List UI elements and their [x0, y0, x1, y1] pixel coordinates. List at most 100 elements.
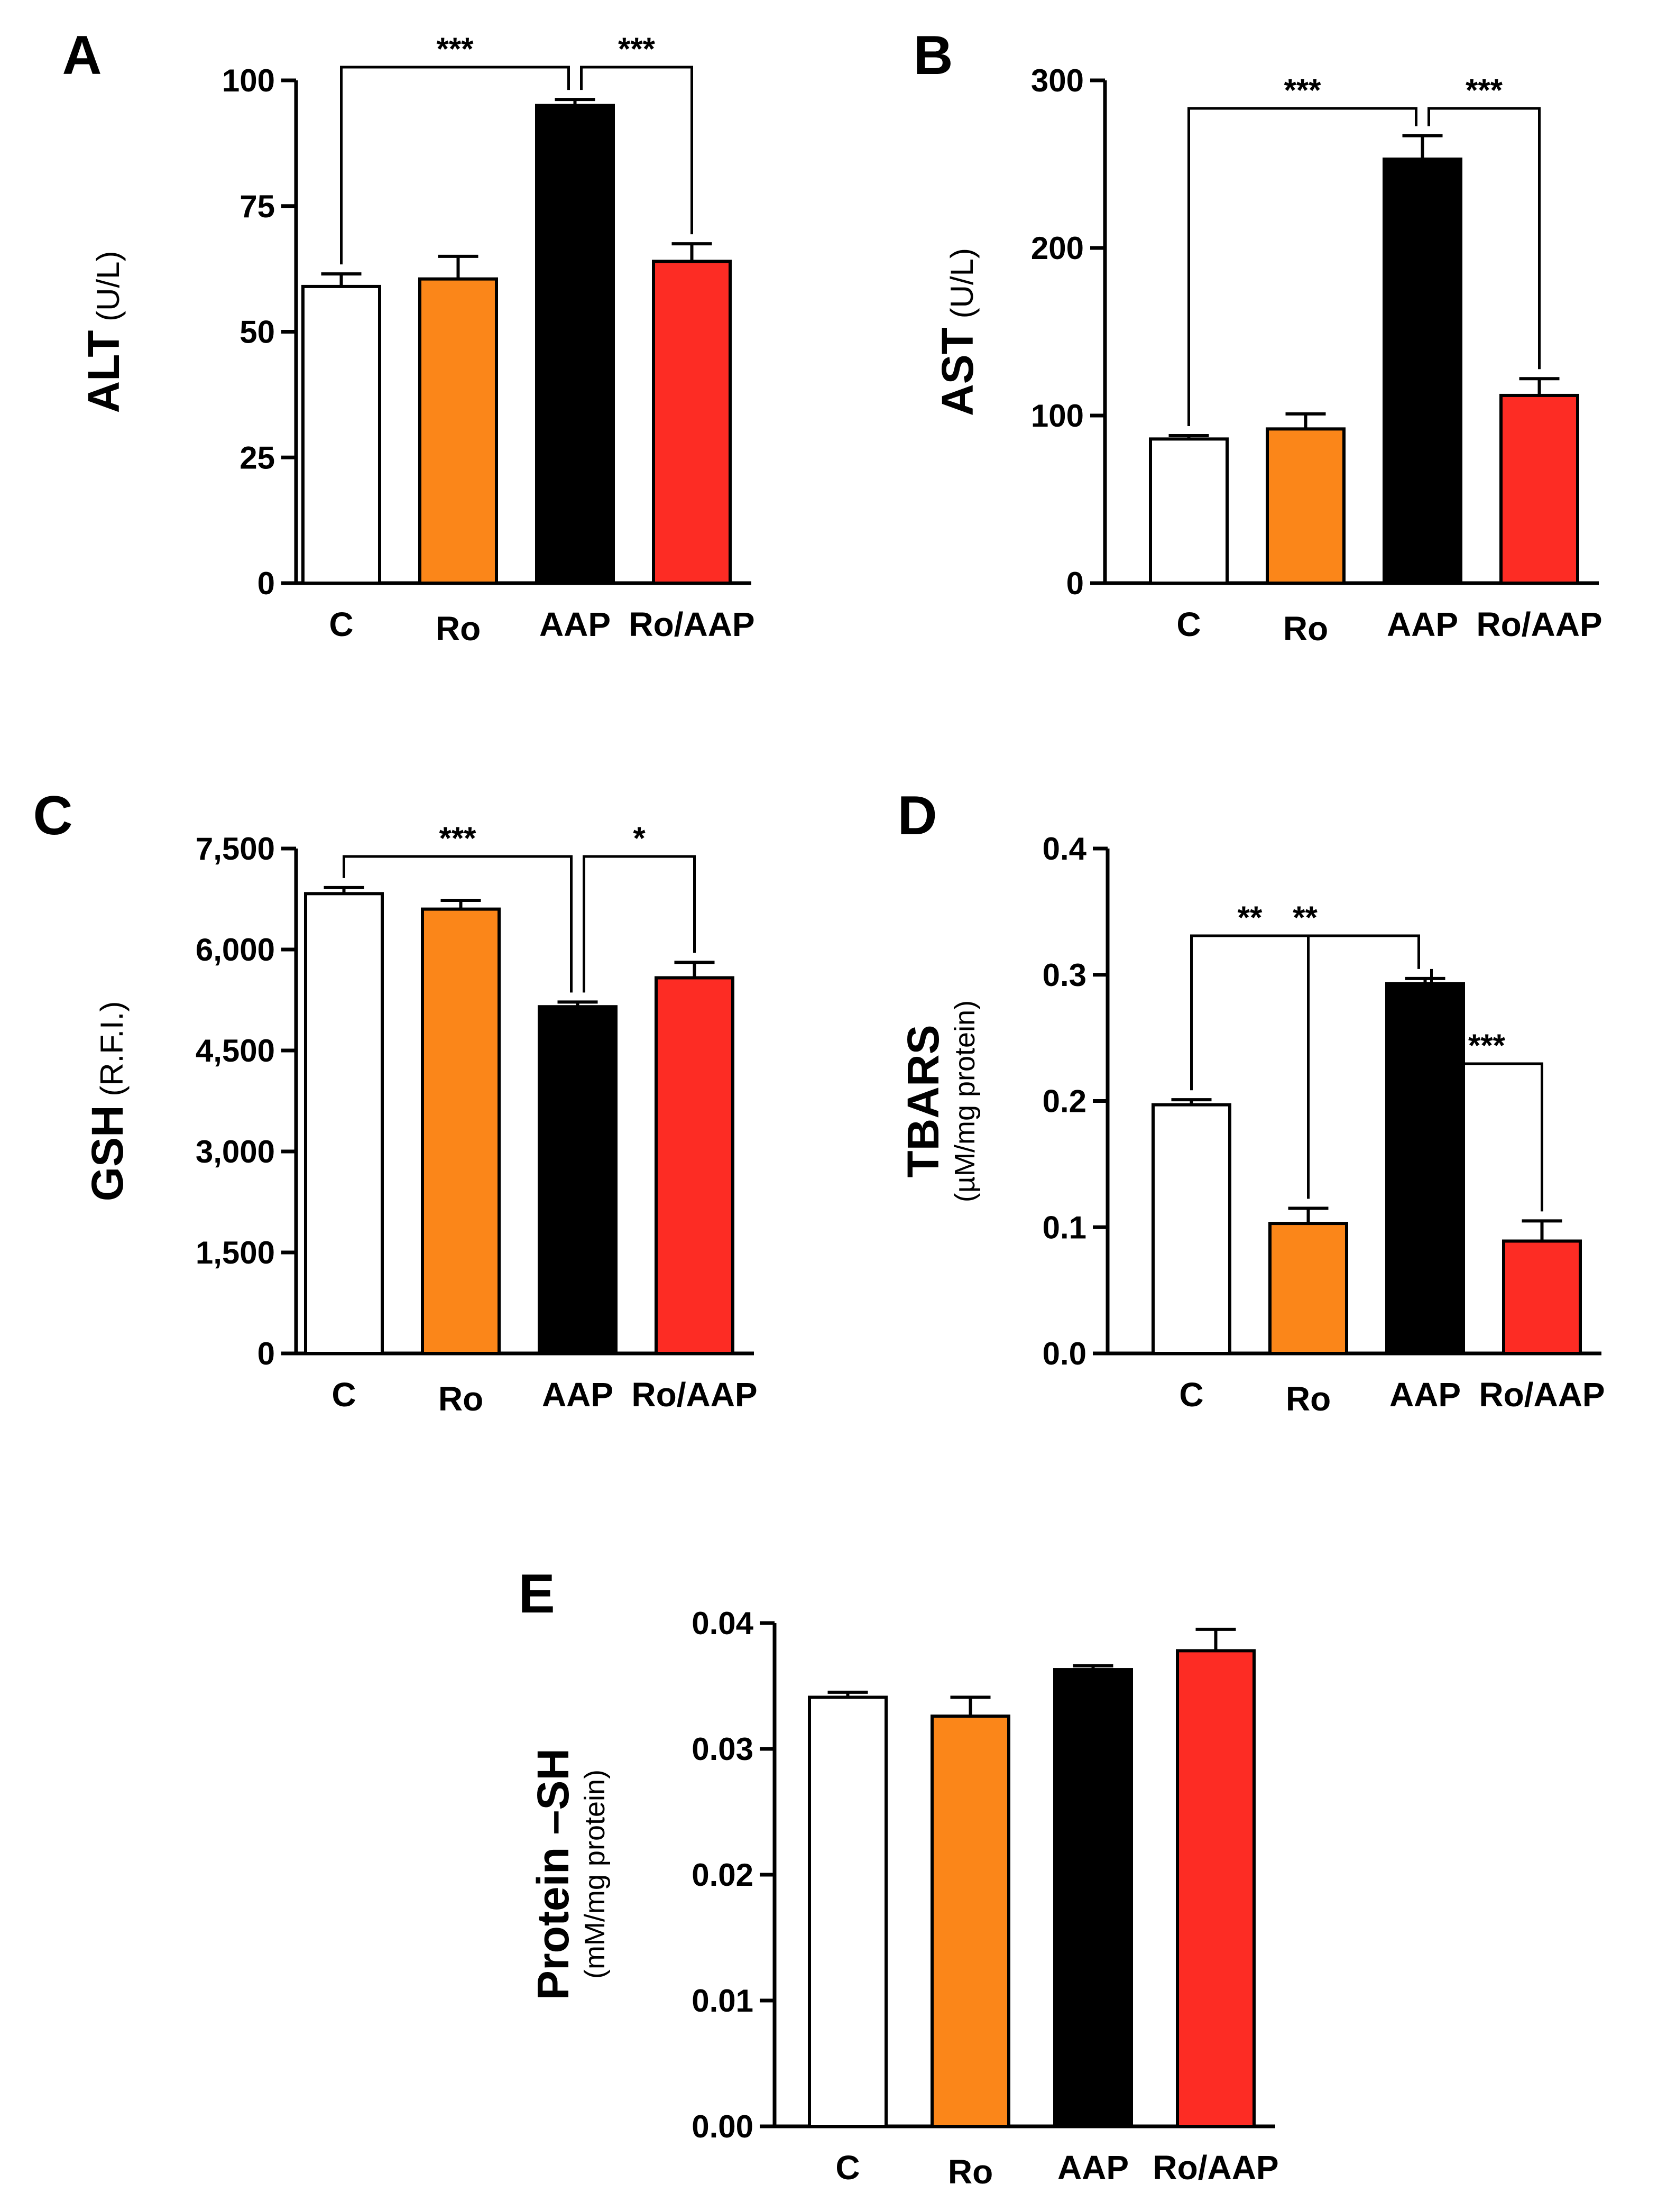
category-label: AAP	[1057, 2149, 1129, 2187]
y-tick-label: 25	[240, 440, 275, 475]
y-axis-label-main: ALT	[79, 330, 128, 413]
y-axis-label-space	[90, 321, 126, 330]
y-axis-label-main: GSH	[82, 1105, 132, 1201]
y-tick-label: 0.2	[1043, 1084, 1086, 1119]
significance-bracket	[580, 66, 693, 235]
panel-A: A 0 25 50 75 100 C Ro AAP Ro/AAP *** *** ALT (U/L)	[62, 25, 754, 648]
y-tick-label: 3,000	[196, 1134, 275, 1169]
significance-label: ***	[1466, 72, 1503, 108]
bar-AAP	[1385, 982, 1465, 1355]
significance-label: **	[1238, 900, 1263, 935]
category-label: Ro/AAP	[1153, 2149, 1278, 2187]
y-tick-label: 50	[240, 315, 275, 350]
bar-C	[1149, 437, 1229, 585]
category-label: Ro	[1283, 610, 1328, 648]
category-label: AAP	[1389, 1376, 1461, 1414]
panel-letter: E	[518, 1563, 555, 1625]
bar-Ro-AAP	[1502, 1239, 1582, 1355]
y-tick-label: 0	[257, 566, 275, 601]
y-tick-label: 1,500	[196, 1235, 275, 1270]
significance-label: ***	[1468, 1028, 1506, 1063]
y-axis-label-unit: (R.F.I.)	[94, 1001, 130, 1096]
category-label: C	[835, 2149, 860, 2187]
category-label: C	[1176, 605, 1201, 643]
y-axis-label-space	[944, 318, 980, 327]
category-label: C	[331, 1376, 356, 1414]
y-tick-label: 0.03	[692, 1731, 753, 1767]
bar-C	[301, 284, 381, 585]
y-axis-label-main: AST	[933, 327, 982, 416]
y-axis-label-main: TBARS	[898, 1025, 948, 1177]
significance-label: ***	[1284, 72, 1321, 108]
y-tick-label: 6,000	[196, 932, 275, 967]
y-tick-label: 0	[1066, 566, 1084, 601]
significance-bracket	[343, 855, 573, 993]
panel-D: D0.00.10.20.30.4C Ro AAP Ro/AAP*******TBARS…	[897, 785, 1605, 1418]
panel-letter: C	[33, 785, 72, 846]
bar-AAP	[538, 1005, 618, 1355]
y-tick-label: 4,500	[196, 1033, 275, 1068]
category-label: AAP	[1387, 605, 1458, 643]
y-tick-label: 7,500	[196, 831, 275, 867]
significance-bracket	[1187, 107, 1417, 427]
bar-Ro-AAP	[655, 976, 734, 1355]
bar-Ro	[1266, 427, 1346, 585]
significance-label: *	[633, 821, 646, 856]
bar-AAP	[1053, 1668, 1133, 2128]
category-label: Ro/AAP	[631, 1376, 757, 1414]
panel-B: B 0 100 200 300 C Ro AAP Ro/AAP *** *** AST (U/L)	[913, 25, 1602, 648]
bar-C	[1152, 1103, 1231, 1356]
panel-E: E 0.00 0.01 0.02 0.03 0.04 C Ro AAP Ro/AAP Protein…	[518, 1563, 1278, 2191]
bar-Ro-AAP	[1499, 393, 1579, 585]
category-label: Ro	[438, 1380, 483, 1418]
y-tick-label: 0.00	[692, 2109, 753, 2144]
y-tick-label: 0.1	[1043, 1210, 1086, 1245]
y-tick-label: 0.3	[1043, 957, 1086, 993]
y-tick-label: 0.02	[692, 1857, 753, 1893]
category-label: AAP	[542, 1376, 613, 1414]
y-axis-label-space	[94, 1096, 130, 1105]
significance-label: ***	[439, 821, 476, 856]
y-axis-label-unit: (mM/mg protein)	[579, 1769, 611, 1979]
category-label: C	[1179, 1376, 1203, 1414]
bar-Ro	[421, 907, 501, 1355]
y-axis-label-unit: (µM/mg protein)	[949, 1000, 981, 1202]
y-tick-label: 0.01	[692, 1983, 753, 2019]
category-label: Ro	[1286, 1380, 1331, 1418]
category-label: Ro/AAP	[1476, 605, 1602, 643]
panel-letter: D	[897, 785, 937, 846]
panel-letter: B	[913, 25, 953, 86]
y-tick-label: 300	[1031, 63, 1084, 98]
category-label: Ro/AAP	[1479, 1376, 1605, 1414]
bar-Ro-AAP	[652, 260, 732, 585]
y-tick-label: 0.4	[1043, 831, 1087, 867]
bar-Ro	[418, 277, 498, 585]
bar-Ro-AAP	[1176, 1649, 1256, 2128]
bar-AAP	[535, 104, 615, 585]
y-axis-label-main: Protein –SH	[528, 1748, 578, 2000]
bar-C	[808, 1695, 888, 2128]
y-tick-label: 0	[257, 1336, 275, 1371]
significance-label: ***	[618, 31, 656, 67]
category-label: Ro	[948, 2153, 993, 2191]
significance-bracket	[583, 855, 696, 993]
y-tick-label: 100	[222, 63, 275, 98]
category-label: Ro	[436, 610, 481, 648]
panel-letter: A	[62, 25, 102, 86]
bar-Ro	[1268, 1222, 1348, 1355]
y-axis-label-unit: (U/L)	[944, 248, 980, 318]
category-label: C	[329, 605, 353, 643]
significance-label: **	[1293, 900, 1318, 935]
significance-label: ***	[436, 31, 474, 67]
y-tick-label: 100	[1031, 398, 1084, 434]
y-tick-label: 0.04	[692, 1606, 753, 1641]
significance-bracket	[1190, 934, 1420, 1091]
category-label: Ro/AAP	[629, 605, 754, 643]
panel-C: C 0 1,500 3,000 4,500 6,000 7,500 C Ro AAP Ro/AAP *…	[33, 785, 757, 1418]
category-label: AAP	[539, 605, 611, 643]
y-tick-label: 75	[240, 189, 275, 224]
significance-bracket	[1430, 969, 1543, 1212]
y-tick-label: 200	[1031, 231, 1084, 266]
y-axis-label-unit: (U/L)	[90, 251, 126, 321]
